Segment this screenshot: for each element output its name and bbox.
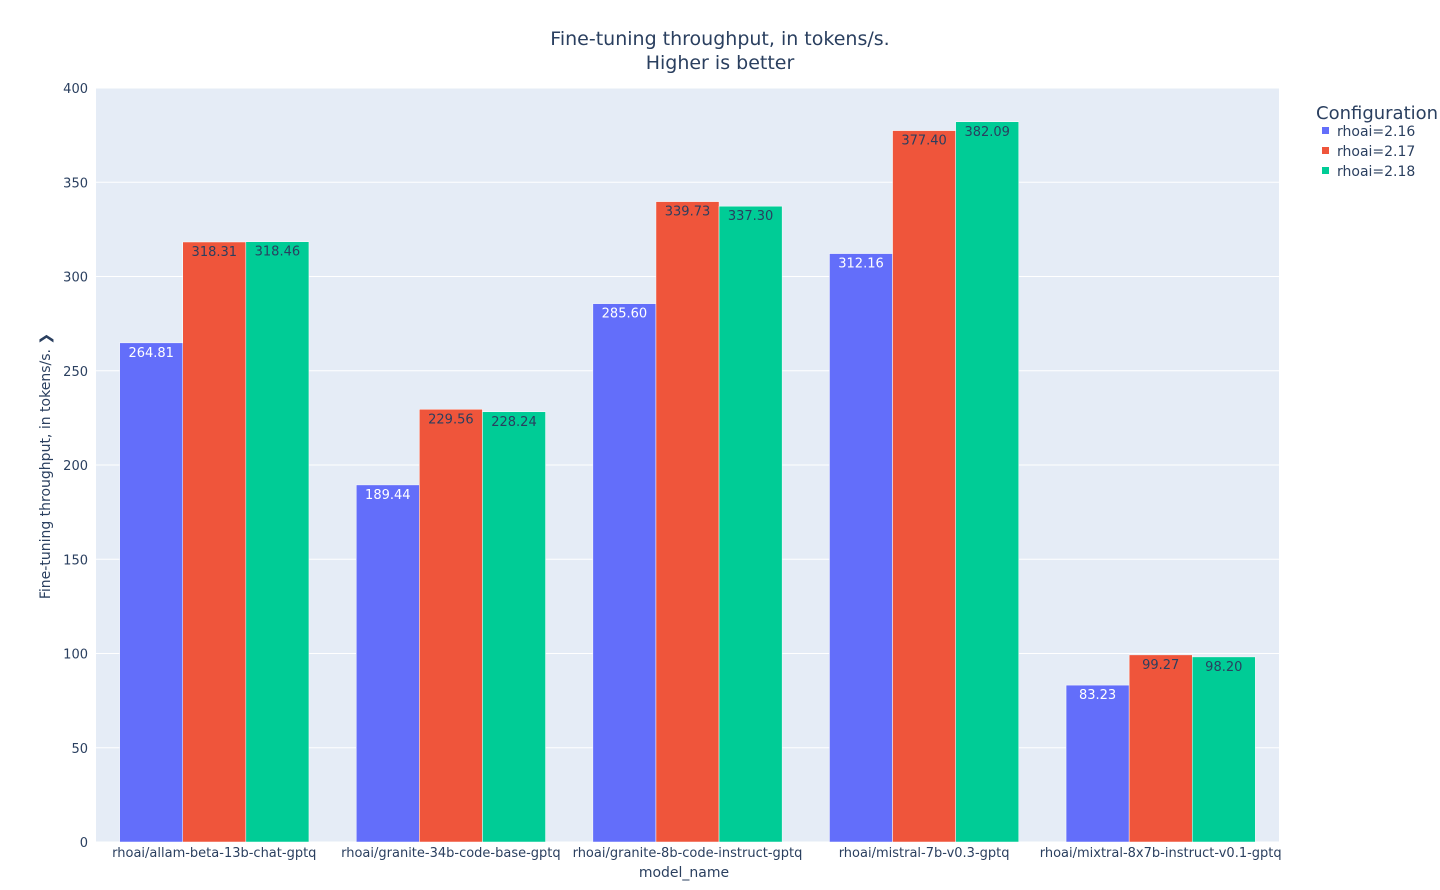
legend-title: Configuration bbox=[1316, 103, 1438, 124]
legend-item[interactable]: rhoai=2.17 bbox=[1322, 144, 1415, 160]
bar[interactable] bbox=[245, 241, 310, 843]
bar[interactable] bbox=[1065, 684, 1130, 843]
legend-item[interactable]: rhoai=2.16 bbox=[1322, 124, 1415, 140]
bar[interactable] bbox=[482, 411, 546, 843]
legend-label: rhoai=2.16 bbox=[1337, 124, 1415, 140]
bar-value-label: 189.44 bbox=[365, 488, 411, 503]
bar-value-label: 312.16 bbox=[838, 257, 884, 272]
bar-value-label: 318.31 bbox=[192, 245, 238, 260]
y-tick-label: 200 bbox=[63, 459, 88, 474]
legend-swatch bbox=[1322, 147, 1329, 154]
bar-value-label: 285.60 bbox=[602, 307, 648, 322]
y-tick-label: 350 bbox=[63, 176, 88, 191]
legend-label: rhoai=2.18 bbox=[1337, 164, 1415, 180]
y-tick-label: 150 bbox=[63, 553, 88, 568]
y-tick-label: 400 bbox=[63, 82, 88, 97]
bar-value-label: 264.81 bbox=[128, 346, 174, 361]
bar[interactable] bbox=[655, 201, 720, 843]
bar-value-label: 382.09 bbox=[964, 125, 1010, 140]
bar[interactable] bbox=[119, 342, 184, 843]
x-tick-label: rhoai/mistral-7b-v0.3-gptq bbox=[839, 846, 1010, 861]
bar[interactable] bbox=[356, 484, 420, 843]
legend-item[interactable]: rhoai=2.18 bbox=[1322, 164, 1415, 180]
bar[interactable] bbox=[718, 205, 783, 843]
bar-value-label: 99.27 bbox=[1142, 658, 1179, 673]
chart-title: Fine-tuning throughput, in tokens/s. bbox=[550, 28, 889, 50]
bar-value-label: 83.23 bbox=[1079, 688, 1116, 703]
bar-value-label: 377.40 bbox=[901, 134, 947, 149]
bar[interactable] bbox=[829, 253, 893, 843]
bar[interactable] bbox=[1128, 654, 1193, 843]
y-tick-label: 0 bbox=[80, 836, 88, 851]
y-axis-title: Fine-tuning throughput, in tokens/s. ❯ bbox=[38, 333, 54, 599]
bar[interactable] bbox=[892, 130, 956, 843]
legend-swatch bbox=[1322, 167, 1329, 174]
y-axis-ticks: 0 50 100 150 200 250 300 350 400 bbox=[63, 82, 88, 851]
bar-value-label: 229.56 bbox=[428, 412, 474, 427]
legend-items[interactable]: rhoai=2.16 rhoai=2.17 rhoai=2.18 bbox=[1322, 124, 1415, 180]
bar-value-label: 228.24 bbox=[491, 415, 537, 430]
chart-subtitle: Higher is better bbox=[646, 52, 795, 74]
bar[interactable] bbox=[1191, 656, 1256, 843]
bar[interactable] bbox=[182, 241, 247, 843]
bar-value-label: 318.46 bbox=[255, 245, 301, 260]
legend-swatch bbox=[1322, 127, 1329, 134]
y-tick-label: 50 bbox=[71, 742, 88, 757]
bar[interactable] bbox=[955, 121, 1019, 843]
legend-label: rhoai=2.17 bbox=[1337, 144, 1415, 160]
x-axis-title: model_name bbox=[639, 865, 729, 881]
y-tick-label: 250 bbox=[63, 365, 88, 380]
x-tick-label: rhoai/allam-beta-13b-chat-gptq bbox=[112, 846, 316, 861]
bars: 264.81 318.31 318.46 189.44 229.56 228.24 285.… bbox=[119, 121, 1256, 843]
legend[interactable]: Configuration rhoai=2.16rhoai=2.17rhoai=… bbox=[1316, 103, 1438, 180]
y-tick-label: 300 bbox=[63, 271, 88, 286]
bar-value-label: 337.30 bbox=[728, 209, 774, 224]
bar[interactable] bbox=[419, 409, 483, 843]
x-tick-label: rhoai/granite-8b-code-instruct-gptq bbox=[573, 846, 803, 861]
bar[interactable] bbox=[592, 303, 657, 843]
x-tick-label: rhoai/mixtral-8x7b-instruct-v0.1-gptq bbox=[1040, 846, 1282, 861]
bar-value-label: 339.73 bbox=[665, 205, 711, 220]
bar-value-label: 98.20 bbox=[1205, 660, 1242, 675]
y-tick-label: 100 bbox=[63, 648, 88, 663]
x-axis-ticks: rhoai/allam-beta-13b-chat-gptq rhoai/gran… bbox=[112, 846, 1282, 861]
x-tick-label: rhoai/granite-34b-code-base-gptq bbox=[341, 846, 561, 861]
